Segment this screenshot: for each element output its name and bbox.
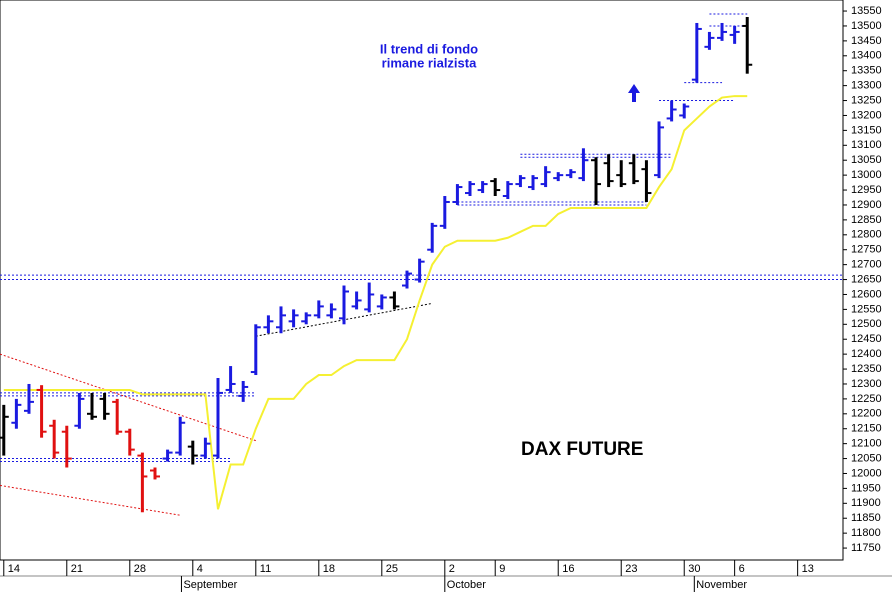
y-tick-label: 12800	[851, 229, 882, 241]
x-tick-label: 28	[134, 563, 146, 575]
trend-line	[0, 353, 256, 442]
y-tick-label: 12000	[851, 467, 882, 479]
y-tick-label: 13050	[851, 154, 882, 166]
y-tick-label: 11950	[851, 482, 881, 494]
y-tick-label: 13200	[851, 109, 882, 121]
month-label: October	[447, 579, 486, 591]
y-tick-label: 13300	[851, 80, 882, 92]
y-tick-label: 13550	[851, 5, 882, 17]
y-tick-label: 12250	[851, 393, 882, 405]
x-tick-label: 6	[739, 563, 745, 575]
average-line	[3, 95, 748, 510]
y-tick-label: 12950	[851, 184, 882, 196]
y-tick-label: 12850	[851, 214, 882, 226]
y-tick-label: 11850	[851, 512, 881, 524]
y-tick-label: 12700	[851, 259, 882, 271]
x-tick-label: 13	[802, 563, 814, 575]
y-tick-label: 12450	[851, 333, 882, 345]
y-tick-label: 12300	[851, 378, 882, 390]
y-tick-label: 12350	[851, 363, 882, 375]
annotation: Il trend di fondo	[380, 41, 478, 56]
y-tick-label: 12400	[851, 348, 882, 360]
x-tick-label: 11	[260, 563, 271, 575]
month-label: November	[696, 579, 747, 591]
y-tick-label: 12600	[851, 288, 882, 300]
trend-line	[0, 484, 181, 516]
x-tick-label: 30	[688, 563, 700, 575]
y-tick-label: 11750	[851, 542, 881, 554]
month-label: September	[183, 579, 237, 591]
y-tick-label: 12500	[851, 318, 882, 330]
annotation: rimane rialzista	[382, 55, 477, 70]
y-tick-label: 12050	[851, 452, 882, 464]
y-tick-label: 13250	[851, 94, 882, 106]
y-tick-label: 12900	[851, 199, 882, 211]
y-tick-label: 12200	[851, 408, 882, 420]
y-tick-label: 13450	[851, 35, 882, 47]
y-tick-label: 12100	[851, 438, 882, 450]
y-tick-label: 12150	[851, 423, 882, 435]
x-tick-label: 25	[386, 563, 398, 575]
y-tick-label: 13100	[851, 139, 882, 151]
x-tick-label: 14	[8, 563, 20, 575]
annotation: DAX FUTURE	[521, 439, 643, 460]
y-tick-label: 13000	[851, 169, 882, 181]
y-tick-label: 12650	[851, 273, 882, 285]
x-tick-label: 9	[499, 563, 505, 575]
arrow-up	[628, 84, 640, 102]
x-tick-label: 18	[323, 563, 335, 575]
x-tick-label: 2	[449, 563, 455, 575]
y-tick-label: 13350	[851, 65, 882, 77]
x-tick-label: 21	[71, 563, 83, 575]
x-tick-label: 16	[562, 563, 574, 575]
y-tick-label: 12750	[851, 244, 882, 256]
y-tick-label: 11900	[851, 497, 881, 509]
x-tick-label: 23	[625, 563, 637, 575]
y-tick-label: 11800	[851, 527, 881, 539]
y-tick-label: 13400	[851, 50, 882, 62]
x-tick-label: 4	[197, 563, 203, 575]
y-tick-label: 13150	[851, 124, 882, 136]
y-tick-label: 13500	[851, 20, 882, 32]
y-tick-label: 12550	[851, 303, 882, 315]
